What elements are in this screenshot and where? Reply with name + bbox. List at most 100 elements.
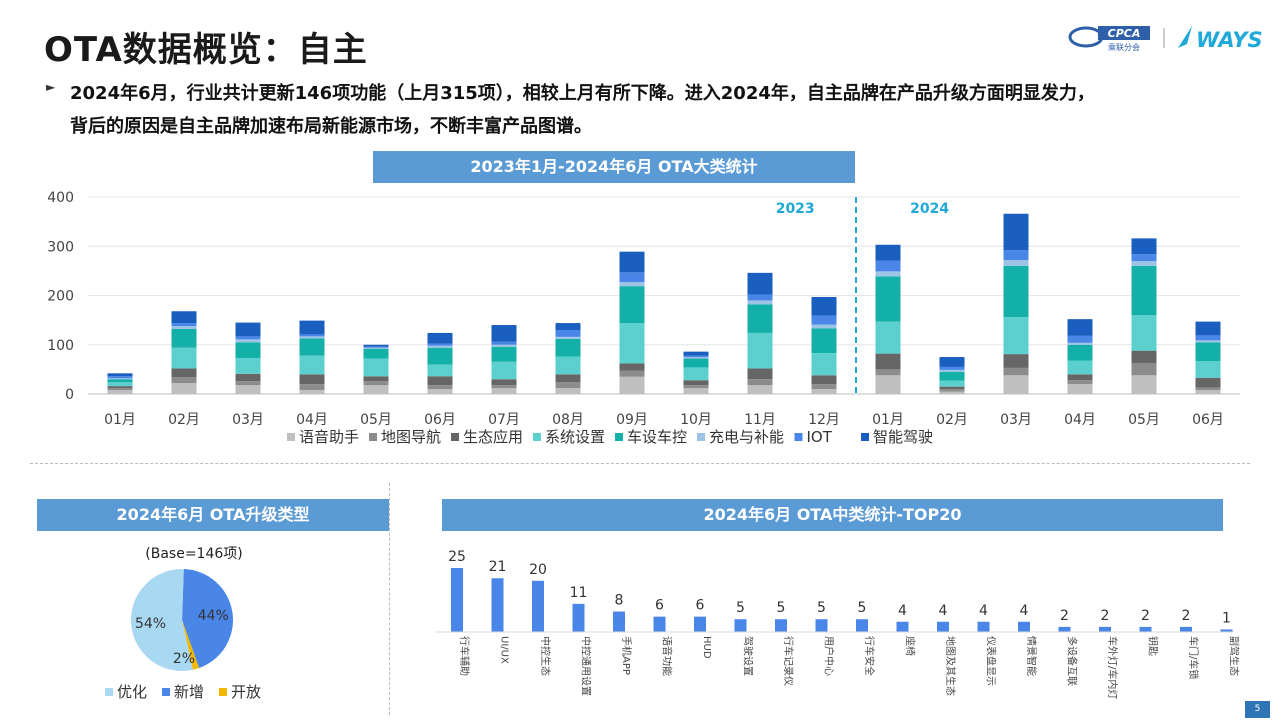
top20-bar	[491, 578, 504, 632]
main-bar-segment	[811, 375, 837, 385]
top20-category-label: 座椅	[904, 636, 917, 656]
top20-bar	[937, 621, 949, 632]
main-bar-segment	[363, 347, 389, 349]
main-bar-segment	[1131, 350, 1157, 363]
section-divider	[30, 463, 1250, 464]
main-bar-segment	[811, 328, 837, 354]
main-bar-segment	[427, 347, 453, 365]
pie-slice	[182, 569, 234, 669]
cpca-logo: CPCA 乘联分会	[1068, 26, 1150, 52]
main-legend-swatch	[533, 433, 541, 441]
main-bar-segment	[939, 391, 965, 394]
top20-value-label: 4	[898, 603, 907, 619]
main-bar-segment	[235, 339, 261, 343]
top20-value-label: 11	[570, 585, 588, 601]
main-bar-segment	[1067, 384, 1093, 394]
main-bar-segment	[1067, 360, 1093, 375]
top20-value-label: 2	[1141, 608, 1150, 624]
main-bar-segment	[619, 323, 645, 364]
main-bar-segment	[1131, 261, 1157, 266]
main-bar-segment	[875, 271, 901, 277]
main-bar-segment	[171, 347, 197, 369]
top20-bar	[1180, 626, 1192, 632]
main-legend-swatch	[697, 433, 705, 441]
main-bar-segment	[1003, 250, 1029, 261]
main-bar-segment	[555, 329, 581, 337]
main-bar-segment	[1003, 317, 1029, 355]
top20-bar	[1220, 629, 1233, 632]
main-bar-segment	[1131, 375, 1157, 394]
top20-bar	[1139, 626, 1152, 632]
top20-bar	[1018, 621, 1030, 632]
main-bar-segment	[427, 389, 453, 394]
top20-bar	[694, 616, 706, 632]
top20-value-label: 4	[1020, 603, 1029, 619]
main-bar-segment	[235, 373, 261, 382]
main-x-tick-label: 08月	[552, 412, 584, 428]
main-bar-segment	[363, 346, 389, 348]
main-bar-segment	[683, 357, 709, 359]
top20-category-label: UI/UX	[499, 636, 510, 664]
main-bar-segment	[555, 356, 581, 375]
main-bar-segment	[747, 272, 773, 295]
top20-category-label: 驾驶设置	[742, 636, 755, 676]
main-legend-label: 地图导航	[381, 428, 441, 446]
main-bar-segment	[235, 342, 261, 359]
main-bar-segment	[299, 374, 325, 385]
main-bar-segment	[619, 272, 645, 283]
main-bar-segment	[939, 366, 965, 370]
main-bar-segment	[299, 390, 325, 394]
main-bar-segment	[491, 361, 517, 380]
top20-chart-title: 2024年6月 OTA中类统计-TOP20	[442, 499, 1223, 531]
main-bar-segment	[491, 341, 517, 345]
main-bar-segment	[1131, 362, 1157, 376]
top20-value-label: 6	[696, 598, 705, 614]
main-legend-swatch	[861, 433, 869, 441]
main-bar-segment	[1003, 375, 1029, 394]
main-bar-segment	[1067, 342, 1093, 345]
main-bar-segment	[619, 370, 645, 377]
main-bar-segment	[683, 385, 709, 389]
main-bar-segment	[427, 376, 453, 386]
top20-bar	[572, 603, 585, 632]
top20-value-label: 5	[777, 600, 786, 616]
main-bar-segment	[171, 326, 197, 329]
main-bar-segment	[107, 388, 133, 391]
main-bar-segment	[171, 377, 197, 384]
main-bar-segment	[1195, 321, 1221, 336]
main-legend-swatch	[615, 433, 623, 441]
main-bar-segment	[683, 388, 709, 394]
column-divider	[389, 483, 390, 715]
main-bar-segment	[747, 379, 773, 386]
main-bar-segment	[427, 385, 453, 390]
main-bar-segment	[491, 379, 517, 386]
main-bar-segment	[1067, 335, 1093, 343]
main-x-tick-label: 04月	[1064, 412, 1096, 428]
main-bar-segment	[363, 385, 389, 394]
main-x-tick-label: 01月	[104, 412, 136, 428]
main-bar-segment	[107, 390, 133, 394]
top20-bar	[734, 619, 747, 632]
main-bar-segment	[1067, 344, 1093, 361]
main-bar-segment	[1195, 390, 1221, 394]
main-legend-label: 智能驾驶	[873, 428, 933, 446]
main-x-tick-label: 06月	[1192, 412, 1224, 428]
top20-value-label: 2	[1182, 608, 1191, 624]
main-bar-segment	[491, 325, 517, 342]
main-bar-segment	[299, 334, 325, 337]
top20-category-label: 中控通用设置	[580, 636, 593, 696]
top20-bar	[977, 621, 990, 632]
main-bar-segment	[747, 304, 773, 333]
top20-bar	[532, 580, 544, 632]
main-bar-segment	[811, 324, 837, 329]
main-bar-segment	[811, 353, 837, 376]
top20-category-label: 语音功能	[661, 636, 674, 676]
pie-legend-swatch	[105, 688, 113, 696]
top20-value-label: 2	[1101, 608, 1110, 624]
main-legend-label: 充电与补能	[709, 428, 784, 446]
main-bar-segment	[811, 384, 837, 390]
main-bar-segment	[619, 363, 645, 371]
top20-category-label: 仪表盘显示	[985, 636, 998, 686]
top20-bar	[1058, 626, 1071, 632]
main-bar-segment	[1195, 377, 1221, 388]
